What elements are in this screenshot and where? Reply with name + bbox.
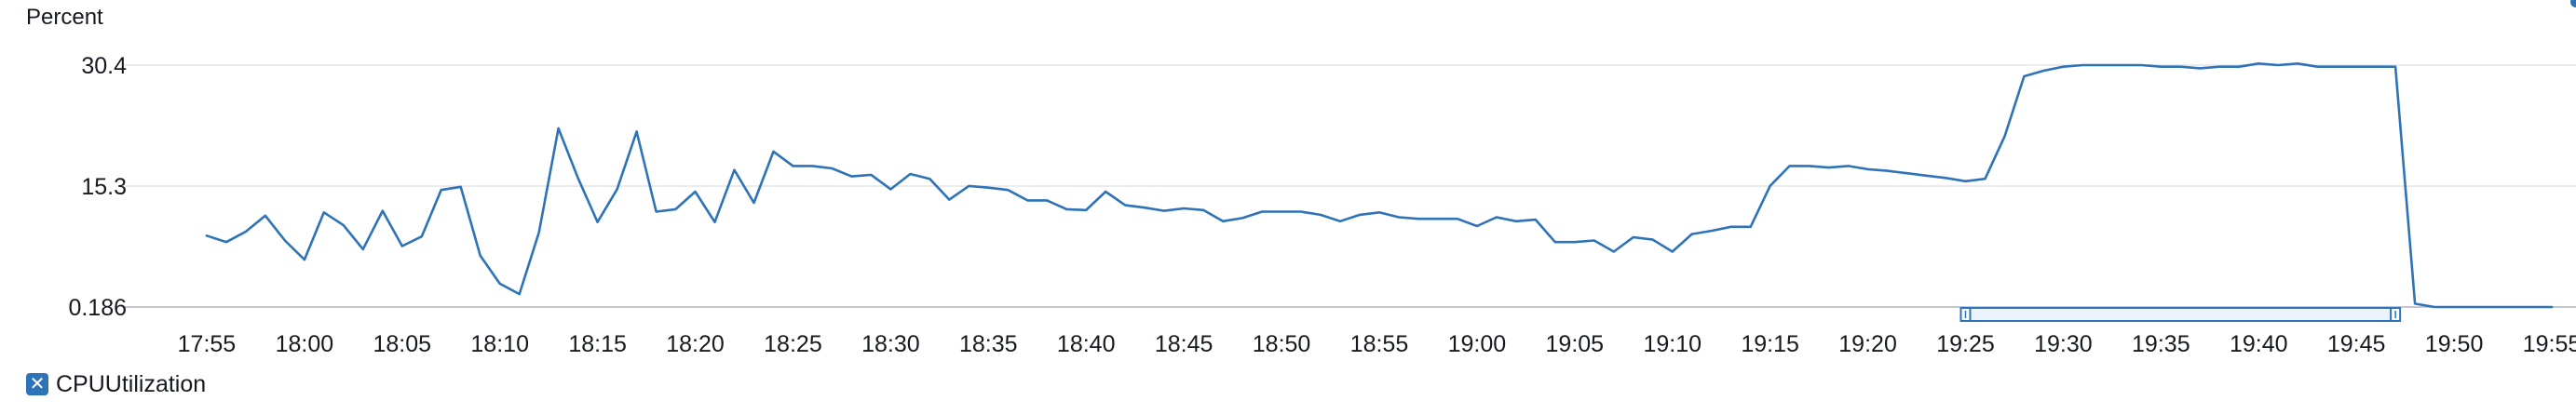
y-axis-label: Percent xyxy=(26,5,103,30)
x-tick-label: 18:25 xyxy=(764,331,822,357)
x-tick-label: 19:30 xyxy=(2034,331,2093,357)
y-tick-label: 30.4 xyxy=(81,53,127,79)
x-tick-label: 19:15 xyxy=(1741,331,1799,357)
time-range-selector[interactable] xyxy=(1959,307,2402,322)
x-tick-label: 18:50 xyxy=(1253,331,1311,357)
x-tick-label: 19:50 xyxy=(2425,331,2484,357)
x-axis-ticks: 17:55 18:00 18:05 18:10 18:15 18:20 18:25 18:30… xyxy=(178,331,2576,357)
grid-lines xyxy=(125,64,2576,308)
x-tick-label: 18:55 xyxy=(1350,331,1409,357)
x-tick-label: 19:20 xyxy=(1838,331,1897,357)
x-tick-label: 18:10 xyxy=(470,331,529,357)
legend-item-cpuutilization[interactable]: ✕ CPUUtilization xyxy=(26,368,206,400)
x-tick-label: 18:00 xyxy=(276,331,334,357)
x-tick-label: 19:00 xyxy=(1448,331,1507,357)
x-tick-label: 18:15 xyxy=(568,331,627,357)
x-tick-label: 19:55 xyxy=(2523,331,2576,357)
x-tick-label: 18:05 xyxy=(373,331,431,357)
x-tick-label: 18:30 xyxy=(861,331,920,357)
y-tick-label: 0.186 xyxy=(68,295,127,321)
y-axis-ticks: 30.4 15.3 0.186 xyxy=(68,53,127,321)
x-tick-label: 18:40 xyxy=(1057,331,1116,357)
close-x-icon[interactable]: ✕ xyxy=(26,373,48,395)
y-tick-label: 15.3 xyxy=(81,174,127,200)
x-tick-label: 19:05 xyxy=(1546,331,1605,357)
x-tick-label: 19:35 xyxy=(2132,331,2190,357)
x-tick-label: 19:10 xyxy=(1643,331,1702,357)
x-tick-label: 19:45 xyxy=(2327,331,2386,357)
legend-label: CPUUtilization xyxy=(56,370,207,397)
x-tick-label: 18:45 xyxy=(1155,331,1213,357)
x-tick-label: 18:20 xyxy=(666,331,725,357)
corner-indicator xyxy=(2570,0,2576,7)
x-tick-label: 19:25 xyxy=(1936,331,1995,357)
series-line-cpuutilization xyxy=(205,62,2554,309)
x-tick-label: 18:35 xyxy=(959,331,1018,357)
series-layer xyxy=(205,62,2554,309)
x-tick-label: 19:40 xyxy=(2230,331,2288,357)
x-tick-label: 17:55 xyxy=(178,331,237,357)
selection-range-box[interactable] xyxy=(1964,307,2397,322)
